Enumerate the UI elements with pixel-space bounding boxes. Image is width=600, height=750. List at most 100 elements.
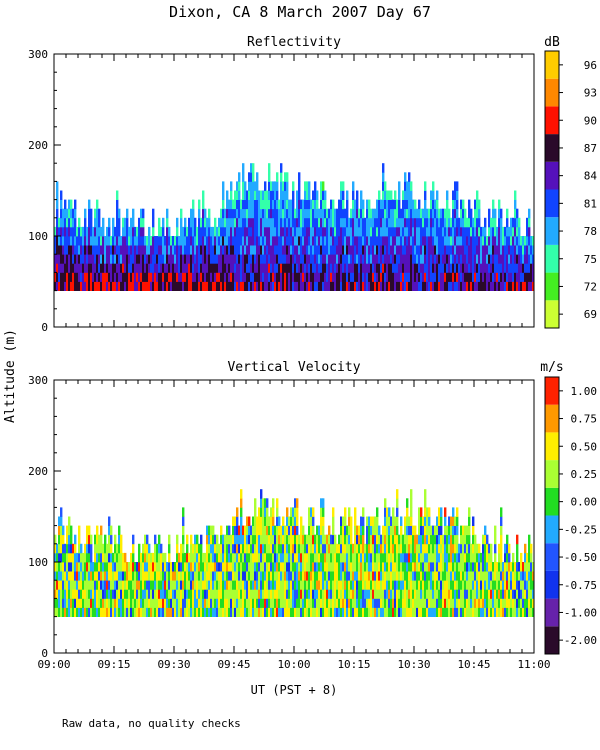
heatmap-cell: [252, 217, 255, 228]
heatmap-cell: [234, 552, 237, 563]
heatmap-cell: [260, 281, 263, 291]
heatmap-cell: [236, 181, 239, 191]
heatmap-cell: [252, 172, 255, 182]
heatmap-cell: [372, 589, 375, 599]
heatmap-cell: [222, 199, 225, 210]
heatmap-cell: [384, 236, 387, 246]
heatmap-cell: [494, 552, 497, 563]
heatmap-cell: [508, 571, 511, 581]
heatmap-cell: [162, 607, 165, 617]
heatmap-cell: [258, 607, 261, 617]
heatmap-cell: [316, 254, 319, 264]
heatmap-cell: [60, 580, 63, 590]
heatmap-cell: [156, 552, 159, 563]
heatmap-cell: [346, 263, 349, 273]
heatmap-cell: [282, 543, 285, 554]
heatmap-cell: [230, 245, 233, 255]
heatmap-cell: [442, 254, 445, 264]
heatmap-cell: [62, 580, 65, 590]
heatmap-cell: [110, 598, 113, 608]
heatmap-cell: [366, 254, 369, 264]
heatmap-cell: [456, 263, 459, 273]
heatmap-cell: [332, 543, 335, 554]
heatmap-cell: [366, 534, 369, 545]
heatmap-cell: [514, 236, 517, 246]
heatmap-cell: [98, 272, 101, 282]
heatmap-cell: [398, 217, 401, 228]
heatmap-cell: [208, 281, 211, 291]
heatmap-cell: [388, 607, 391, 617]
heatmap-cell: [126, 580, 129, 590]
heatmap-cell: [398, 181, 401, 191]
heatmap-cell: [170, 562, 173, 572]
heatmap-cell: [336, 245, 339, 255]
heatmap-cell: [186, 589, 189, 599]
heatmap-cell: [144, 562, 147, 572]
heatmap-cell: [328, 217, 331, 228]
heatmap-cell: [288, 534, 291, 545]
heatmap-cell: [260, 245, 263, 255]
heatmap-cell: [434, 525, 437, 536]
heatmap-cell: [396, 199, 399, 210]
heatmap-cell: [246, 562, 249, 572]
heatmap-cell: [354, 571, 357, 581]
heatmap-cell: [94, 562, 97, 572]
heatmap-cell: [238, 552, 241, 563]
heatmap-cell: [298, 534, 301, 545]
heatmap-cell: [502, 571, 505, 581]
heatmap-cell: [118, 598, 121, 608]
heatmap-cell: [218, 562, 221, 572]
heatmap-cell: [328, 245, 331, 255]
heatmap-cell: [234, 208, 237, 219]
heatmap-cell: [84, 254, 87, 264]
heatmap-cell: [288, 217, 291, 228]
heatmap-cell: [498, 263, 501, 273]
heatmap-cell: [136, 598, 139, 608]
heatmap-cell: [438, 543, 441, 554]
heatmap-cell: [394, 281, 397, 291]
heatmap-cell: [268, 272, 271, 282]
heatmap-cell: [240, 281, 243, 291]
heatmap-cell: [178, 254, 181, 264]
heatmap-cell: [154, 571, 157, 581]
heatmap-cell: [132, 589, 135, 599]
heatmap-cell: [200, 534, 203, 545]
heatmap-cell: [358, 245, 361, 255]
heatmap-cell: [346, 534, 349, 545]
heatmap-cell: [388, 534, 391, 545]
heatmap-cell: [176, 607, 179, 617]
heatmap-cell: [414, 589, 417, 599]
heatmap-cell: [274, 589, 277, 599]
heatmap-cell: [88, 552, 91, 563]
heatmap-cell: [356, 552, 359, 563]
heatmap-cell: [426, 580, 429, 590]
heatmap-cell: [68, 272, 71, 282]
heatmap-cell: [310, 525, 313, 536]
heatmap-cell: [424, 516, 427, 526]
heatmap-cell: [284, 199, 287, 210]
heatmap-cell: [484, 571, 487, 581]
heatmap-cell: [142, 226, 145, 237]
heatmap-cell: [260, 217, 263, 228]
heatmap-cell: [186, 226, 189, 237]
heatmap-cell: [528, 534, 531, 545]
heatmap-cell: [130, 571, 133, 581]
heatmap-cell: [386, 263, 389, 273]
heatmap-cell: [422, 516, 425, 526]
heatmap-cell: [226, 208, 229, 219]
heatmap-cell: [246, 525, 249, 536]
heatmap-cell: [140, 226, 143, 237]
heatmap-cell: [394, 245, 397, 255]
heatmap-cell: [372, 208, 375, 219]
heatmap-cell: [500, 217, 503, 228]
heatmap-cell: [466, 589, 469, 599]
heatmap-cell: [216, 589, 219, 599]
heatmap-cell: [418, 571, 421, 581]
heatmap-cell: [68, 199, 71, 210]
heatmap-cell: [260, 489, 263, 499]
heatmap-cell: [330, 580, 333, 590]
heatmap-cell: [74, 199, 77, 210]
heatmap-cell: [318, 525, 321, 536]
heatmap-cell: [294, 507, 297, 517]
heatmap-cell: [102, 236, 105, 246]
